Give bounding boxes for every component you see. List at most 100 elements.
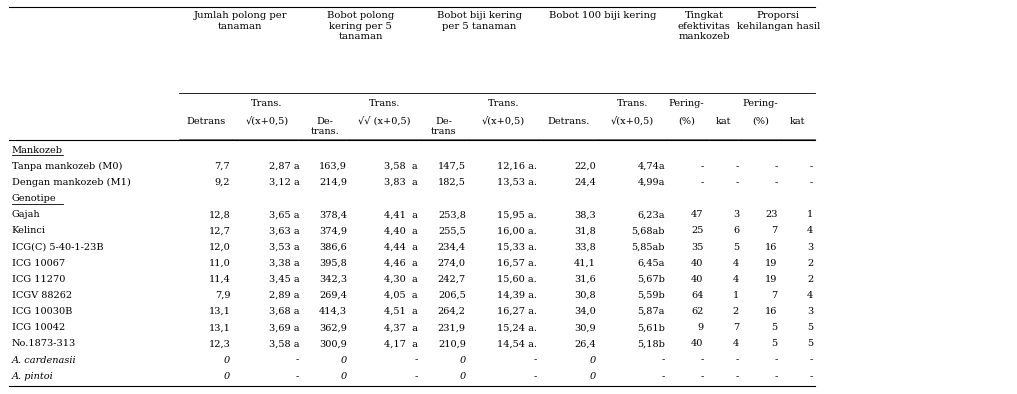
Text: ICG 10042: ICG 10042 [12,323,65,332]
Text: 38,3: 38,3 [574,210,596,219]
Text: 47: 47 [691,210,704,219]
Text: Pering-: Pering- [668,99,704,108]
Text: 19: 19 [765,259,778,268]
Text: Detrans.: Detrans. [547,117,590,126]
Text: 7: 7 [733,323,739,332]
Text: 4,51  a: 4,51 a [384,307,418,316]
Text: 15,60 a.: 15,60 a. [497,275,537,284]
Text: 4,41  a: 4,41 a [384,210,418,219]
Text: -: - [701,372,704,381]
Text: 3,58 a: 3,58 a [268,339,299,348]
Text: -: - [774,372,778,381]
Text: 231,9: 231,9 [438,323,466,332]
Text: 3: 3 [733,210,739,219]
Text: 16,57 a.: 16,57 a. [497,259,537,268]
Text: 16: 16 [765,243,778,251]
Text: 35: 35 [692,243,704,251]
Text: 253,8: 253,8 [438,210,466,219]
Text: 4,44  a: 4,44 a [384,243,418,251]
Text: 414,3: 414,3 [319,307,347,316]
Text: 11,4: 11,4 [208,275,230,284]
Text: 342,3: 342,3 [319,275,347,284]
Text: Gajah: Gajah [12,210,41,219]
Text: A. pintoi: A. pintoi [12,372,54,381]
Text: 0: 0 [224,355,230,364]
Text: Tingkat
efektivitas
mankozeb: Tingkat efektivitas mankozeb [677,11,730,41]
Text: ICG(C) 5-40-1-23B: ICG(C) 5-40-1-23B [12,243,104,251]
Text: 0: 0 [590,355,596,364]
Text: 13,1: 13,1 [208,307,230,316]
Text: -: - [296,372,299,381]
Text: 0: 0 [341,355,347,364]
Text: 7: 7 [771,227,778,235]
Text: 214,9: 214,9 [319,178,347,187]
Text: -: - [774,162,778,171]
Text: 0: 0 [590,372,596,381]
Text: 11,0: 11,0 [208,259,230,268]
Text: -: - [662,372,665,381]
Text: 274,0: 274,0 [438,259,466,268]
Text: No.1873-313: No.1873-313 [12,339,76,348]
Text: 62: 62 [692,307,704,316]
Text: 5,67b: 5,67b [637,275,665,284]
Text: 19: 19 [765,275,778,284]
Text: 4: 4 [733,275,739,284]
Text: 3: 3 [806,243,814,251]
Text: 3,58  a: 3,58 a [384,162,418,171]
Text: 264,2: 264,2 [438,307,466,316]
Text: -: - [774,355,778,364]
Text: -: - [735,355,739,364]
Text: 4: 4 [733,339,739,348]
Text: 395,8: 395,8 [319,259,347,268]
Text: Detrans: Detrans [186,117,226,126]
Text: 4,74a: 4,74a [638,162,665,171]
Text: 6,45a: 6,45a [638,259,665,268]
Text: 40: 40 [692,275,704,284]
Text: 269,4: 269,4 [319,291,347,300]
Text: -: - [735,372,739,381]
Text: 5: 5 [772,323,778,332]
Text: 386,6: 386,6 [319,243,347,251]
Text: 4,37  a: 4,37 a [384,323,418,332]
Text: 362,9: 362,9 [319,323,347,332]
Text: 242,7: 242,7 [437,275,466,284]
Text: 4,30  a: 4,30 a [384,275,418,284]
Text: 182,5: 182,5 [438,178,466,187]
Text: -: - [415,355,418,364]
Text: 12,3: 12,3 [208,339,230,348]
Text: Pering-: Pering- [742,99,778,108]
Text: 5,85ab: 5,85ab [632,243,665,251]
Text: -: - [810,355,814,364]
Text: 147,5: 147,5 [438,162,466,171]
Text: 22,0: 22,0 [574,162,596,171]
Text: -: - [735,178,739,187]
Text: √(x+0,5): √(x+0,5) [482,117,525,126]
Text: 2,89 a: 2,89 a [268,291,299,300]
Text: -: - [701,355,704,364]
Text: 40: 40 [692,339,704,348]
Text: 2: 2 [733,307,739,316]
Text: kat: kat [716,117,731,126]
Text: 3,65 a: 3,65 a [268,210,299,219]
Text: 23: 23 [765,210,778,219]
Text: 5,59b: 5,59b [638,291,665,300]
Text: 5: 5 [807,339,814,348]
Text: 3,83  a: 3,83 a [384,178,418,187]
Text: 0: 0 [224,372,230,381]
Text: 4: 4 [806,291,814,300]
Text: Mankozeb: Mankozeb [12,146,63,154]
Text: ICG 11270: ICG 11270 [12,275,65,284]
Text: 0: 0 [341,372,347,381]
Text: 6,23a: 6,23a [638,210,665,219]
Text: 1: 1 [733,291,739,300]
Text: 0: 0 [460,372,466,381]
Text: 4,17  a: 4,17 a [384,339,418,348]
Text: -: - [296,355,299,364]
Text: 34,0: 34,0 [574,307,596,316]
Text: 4,40  a: 4,40 a [384,227,418,235]
Text: 12,8: 12,8 [208,210,230,219]
Text: 7: 7 [771,291,778,300]
Text: 3,38 a: 3,38 a [268,259,299,268]
Text: 12,7: 12,7 [208,227,230,235]
Text: -: - [701,178,704,187]
